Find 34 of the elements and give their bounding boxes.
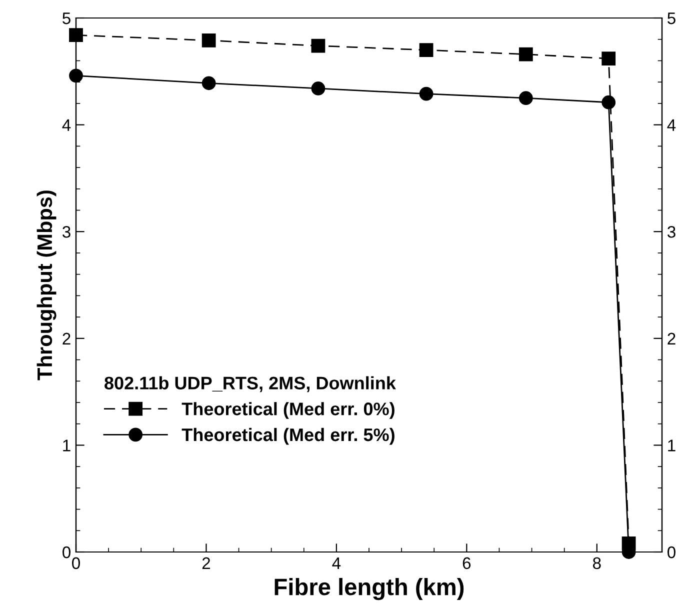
- y2-tick-label: 3: [667, 226, 676, 238]
- y-axis-title: Throughput (Mbps): [36, 190, 56, 380]
- x-tick-label: 4: [332, 557, 341, 569]
- x-tick-label: 2: [202, 557, 210, 569]
- point: [311, 38, 326, 53]
- point: [518, 91, 533, 106]
- y2-tick-label: 0: [668, 546, 676, 558]
- y2-tick-label: 1: [668, 440, 676, 452]
- legend-label: Theoretical (Med err. 5%): [182, 428, 394, 445]
- point: [602, 95, 616, 110]
- point: [202, 76, 216, 90]
- y2-tick-label: 5: [668, 12, 676, 24]
- x-tick-label: 8: [592, 557, 601, 570]
- x-tick-label: 0: [72, 557, 80, 570]
- x-tick-label: 6: [462, 557, 471, 570]
- x-axis-title: Fibre length (km): [274, 578, 464, 600]
- y-tick-label: 0: [62, 546, 70, 558]
- point: [419, 43, 434, 57]
- y2-tick-label: 4: [667, 119, 676, 131]
- y-tick-label: 4: [62, 119, 71, 131]
- point: [602, 52, 616, 66]
- point: [419, 86, 434, 101]
- point: [311, 82, 326, 96]
- y-tick-label: 5: [62, 12, 70, 24]
- point: [202, 33, 216, 48]
- legend-label: Theoretical (Med err. 0%): [182, 402, 394, 419]
- point: [69, 68, 83, 83]
- y2-tick-label: 2: [668, 332, 676, 344]
- y-tick-label: 3: [62, 226, 70, 238]
- point: [69, 28, 83, 42]
- point: [518, 47, 533, 62]
- legend-title: 802.11b UDP_RTS, 2MS, Downlink: [104, 376, 396, 392]
- y-tick-label: 1: [63, 440, 70, 452]
- y-tick-label: 2: [62, 332, 70, 344]
